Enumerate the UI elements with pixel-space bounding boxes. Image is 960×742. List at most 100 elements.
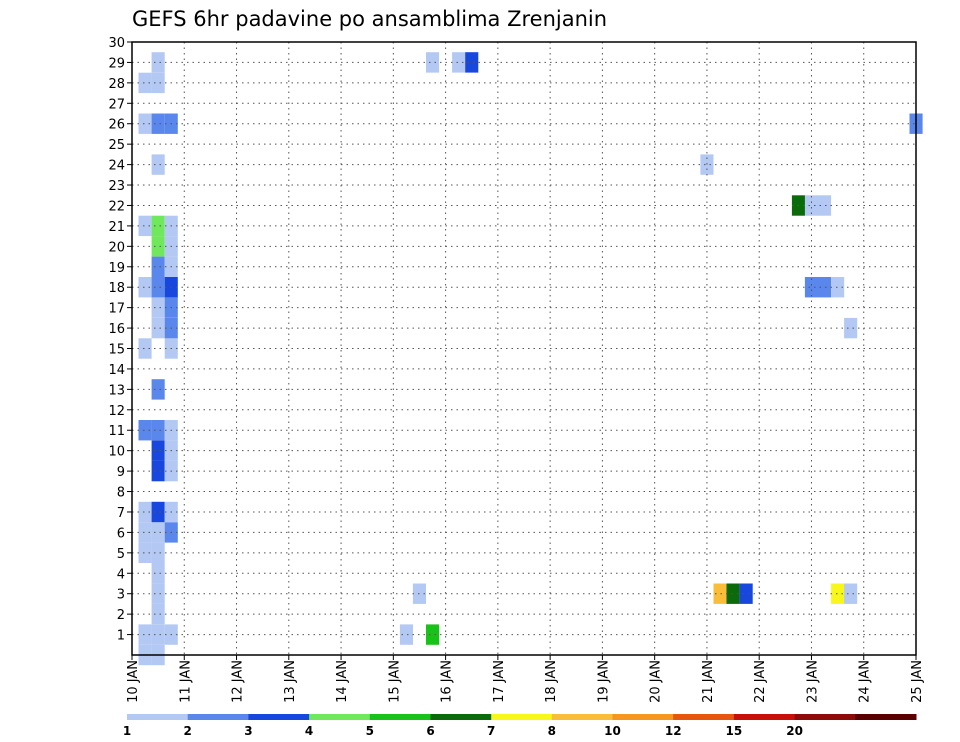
precipitation-cell bbox=[151, 52, 165, 73]
colorbar-segment bbox=[673, 714, 735, 720]
precipitation-cell bbox=[818, 277, 832, 298]
precipitation-cell bbox=[151, 522, 165, 543]
precipitation-cell bbox=[726, 583, 740, 604]
x-tick-label: 15 JAN bbox=[387, 660, 402, 703]
precipitation-cell bbox=[151, 583, 165, 604]
x-tick-label: 22 JAN bbox=[753, 660, 768, 703]
y-tick-label: 4 bbox=[117, 567, 125, 582]
colorbar-segment bbox=[733, 714, 796, 720]
grid-lines bbox=[132, 41, 916, 655]
y-tick-label: 28 bbox=[108, 77, 125, 92]
y-tick-label: 3 bbox=[117, 588, 125, 603]
colorbar-segment bbox=[369, 714, 431, 720]
y-tick-label: 17 bbox=[108, 302, 125, 317]
y-tick-label: 19 bbox=[108, 261, 125, 276]
precipitation-cell bbox=[138, 215, 152, 237]
precipitation-cell bbox=[151, 256, 165, 277]
colorbar-label: 10 bbox=[604, 724, 621, 738]
x-tick-label: 11 JAN bbox=[178, 660, 193, 703]
y-tick-label: 18 bbox=[108, 281, 125, 296]
y-tick-label: 7 bbox=[117, 506, 125, 521]
colorbar-segment bbox=[551, 714, 613, 720]
precipitation-cell bbox=[831, 583, 845, 604]
colorbar-label: 4 bbox=[305, 724, 313, 738]
precipitation-cell bbox=[818, 195, 832, 216]
y-tick-label: 1 bbox=[117, 629, 125, 644]
precipitation-cell bbox=[713, 583, 727, 604]
precipitation-cell bbox=[151, 460, 165, 482]
precipitation-cell bbox=[151, 154, 165, 175]
y-tick-label: 26 bbox=[108, 118, 125, 133]
colorbar-segment bbox=[187, 714, 249, 720]
precipitation-cell bbox=[844, 583, 858, 604]
precipitation-cell bbox=[739, 583, 753, 604]
precipitation-cell bbox=[138, 338, 152, 359]
x-tick-label: 24 JAN bbox=[858, 660, 873, 703]
y-tick-label: 14 bbox=[108, 363, 125, 378]
colorbar-segment bbox=[248, 714, 310, 720]
colorbar-label: 20 bbox=[786, 724, 803, 738]
colorbar-label: 12 bbox=[665, 724, 682, 738]
precipitation-cell bbox=[138, 113, 152, 134]
y-tick-label: 30 bbox=[108, 36, 125, 51]
y-axis-ticks: 1234567891011121314151617181920212223242… bbox=[108, 36, 132, 644]
x-tick-label: 21 JAN bbox=[701, 660, 716, 703]
colorbar-segment bbox=[491, 714, 553, 720]
y-tick-label: 6 bbox=[117, 526, 125, 541]
y-tick-label: 8 bbox=[117, 486, 125, 501]
precipitation-cell bbox=[151, 420, 165, 441]
precipitation-cell bbox=[399, 624, 413, 645]
plot-frame bbox=[131, 41, 917, 656]
y-tick-label: 24 bbox=[108, 159, 125, 174]
y-tick-label: 2 bbox=[117, 608, 125, 623]
precipitation-cell bbox=[426, 624, 440, 645]
colorbar-label: 7 bbox=[487, 724, 495, 738]
precipitation-cell bbox=[700, 154, 714, 175]
precipitation-cell bbox=[151, 563, 165, 584]
precipitation-cells bbox=[138, 52, 923, 666]
precipitation-cell bbox=[151, 603, 165, 625]
x-tick-label: 14 JAN bbox=[335, 660, 350, 703]
precipitation-cell bbox=[804, 195, 818, 216]
colorbar-label: 2 bbox=[184, 724, 192, 738]
x-tick-label: 12 JAN bbox=[231, 660, 246, 703]
y-tick-label: 15 bbox=[108, 343, 125, 358]
precipitation-cell bbox=[138, 277, 152, 298]
precipitation-cell bbox=[151, 72, 165, 94]
precipitation-cell bbox=[151, 277, 165, 298]
y-tick-label: 23 bbox=[108, 179, 125, 194]
precipitation-cell bbox=[138, 72, 152, 94]
x-tick-label: 16 JAN bbox=[440, 660, 455, 703]
x-tick-label: 17 JAN bbox=[492, 660, 507, 703]
precipitation-cell bbox=[151, 297, 165, 318]
precipitation-cell bbox=[151, 440, 165, 461]
precipitation-cell bbox=[844, 317, 858, 339]
y-tick-label: 12 bbox=[108, 404, 125, 419]
precipitation-cell bbox=[831, 277, 845, 298]
x-axis-ticks: 10 JAN 11 JAN 12 JAN 13 JAN 14 JAN 15 JAN 16 J… bbox=[126, 655, 925, 703]
colorbar-label: 1 bbox=[123, 724, 131, 738]
y-tick-label: 10 bbox=[108, 445, 125, 460]
colorbar-label: 15 bbox=[726, 724, 743, 738]
y-tick-label: 11 bbox=[108, 424, 125, 439]
colorbar-label: 5 bbox=[366, 724, 374, 738]
x-tick-label: 23 JAN bbox=[805, 660, 820, 703]
y-tick-label: 13 bbox=[108, 383, 125, 398]
precipitation-cell bbox=[151, 624, 165, 645]
precipitation-cell bbox=[151, 113, 165, 134]
colorbar-label: 8 bbox=[548, 724, 556, 738]
x-tick-label: 20 JAN bbox=[649, 660, 664, 703]
x-tick-label: 10 JAN bbox=[126, 660, 141, 703]
y-tick-label: 27 bbox=[108, 97, 125, 112]
colorbar-segment bbox=[794, 714, 856, 720]
precipitation-cell bbox=[138, 501, 152, 523]
x-tick-label: 25 JAN bbox=[910, 660, 925, 703]
colorbar-segment bbox=[127, 714, 189, 720]
precipitation-cell bbox=[151, 236, 165, 257]
chart-title: GEFS 6hr padavine po ansamblima Zrenjani… bbox=[132, 7, 607, 31]
precipitation-cell bbox=[151, 542, 165, 563]
colorbar-segment bbox=[430, 714, 492, 720]
precipitation-cell bbox=[151, 317, 165, 339]
precipitation-cell bbox=[138, 542, 152, 563]
